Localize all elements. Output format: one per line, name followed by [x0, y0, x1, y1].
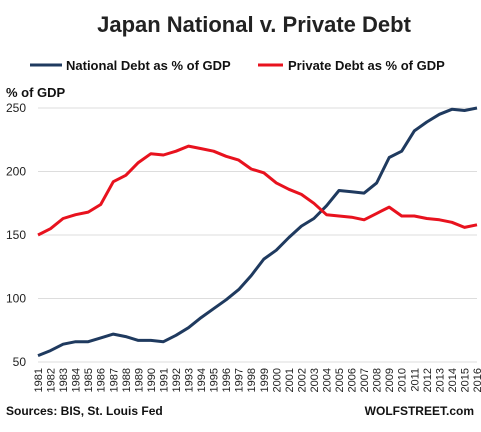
chart-title: Japan National v. Private Debt: [97, 12, 411, 37]
y-tick-label: 150: [6, 228, 26, 242]
y-tick-label: 250: [6, 101, 26, 115]
x-tick-label: 1995: [209, 368, 221, 392]
x-tick-label: 2016: [472, 368, 481, 392]
y-tick-label: 200: [6, 165, 26, 179]
x-tick-label: 2010: [397, 368, 409, 392]
x-tick-label: 1981: [33, 368, 45, 392]
x-tick-label: 2004: [321, 368, 333, 392]
y-tick-label: 100: [6, 292, 26, 306]
x-tick-label: 1987: [108, 368, 120, 392]
series-line-national-debt: [37, 106, 478, 357]
x-tick-label: 2006: [347, 368, 359, 392]
x-tick-labels: 1981 1982 1983 1984 1985 1986 1987 1988 1989 1990…: [33, 368, 481, 392]
source-note: Sources: BIS, St. Louis Fed: [6, 404, 163, 418]
x-tick-label: 1997: [234, 368, 246, 392]
x-tick-label: 1988: [121, 368, 133, 392]
x-tick-label: 2005: [334, 368, 346, 392]
x-tick-label: 1984: [71, 368, 83, 392]
x-tick-label: 1994: [196, 368, 208, 392]
x-tick-label: 1998: [246, 368, 258, 392]
x-tick-label: 2009: [384, 368, 396, 392]
x-tick-label: 2002: [296, 368, 308, 392]
x-tick-label: 2007: [359, 368, 371, 392]
gridlines: [38, 107, 477, 363]
x-tick-label: 1982: [46, 368, 58, 392]
x-tick-label: 1986: [96, 368, 108, 392]
series-line-private-debt: [37, 144, 478, 237]
x-tick-label: 1989: [133, 368, 145, 392]
x-tick-label: 1992: [171, 368, 183, 392]
y-axis-label: % of GDP: [6, 85, 66, 100]
series-lines: [37, 106, 478, 357]
x-tick-label: 2008: [372, 368, 384, 392]
y-tick-label: 50: [13, 355, 27, 369]
x-tick-label: 1996: [221, 368, 233, 392]
x-tick-label: 2000: [271, 368, 283, 392]
legend-label-private: Private Debt as % of GDP: [288, 58, 445, 73]
x-tick-label: 1985: [83, 368, 95, 392]
x-tick-label: 2015: [459, 368, 471, 392]
brand-watermark: WOLFSTREET.com: [365, 404, 474, 418]
x-tick-label: 1999: [259, 368, 271, 392]
x-tick-label: 2013: [434, 368, 446, 392]
x-tick-label: 1983: [58, 368, 70, 392]
x-tick-label: 2003: [309, 368, 321, 392]
x-tick-label: 2011: [409, 368, 421, 392]
y-tick-labels: 50 100 150 200 250: [6, 101, 26, 369]
legend-label-national: National Debt as % of GDP: [66, 58, 231, 73]
x-tick-label: 2014: [447, 368, 459, 392]
x-tick-label: 1990: [146, 368, 158, 392]
x-tick-label: 2001: [284, 368, 296, 392]
x-tick-label: 2012: [422, 368, 434, 392]
x-tick-label: 1993: [184, 368, 196, 392]
x-tick-label: 1991: [158, 368, 170, 392]
